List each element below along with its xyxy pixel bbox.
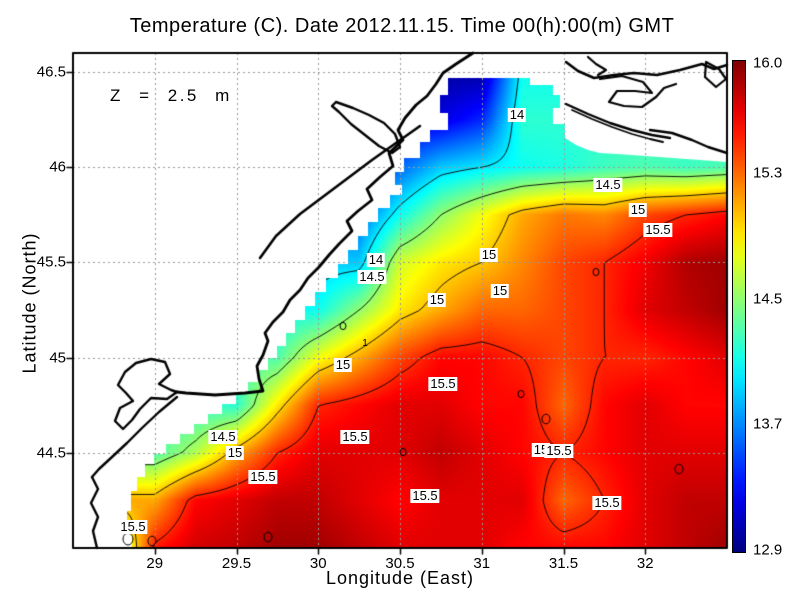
x-axis-label: Longitude (East) [325, 568, 475, 588]
contour-label: 14.5 [593, 177, 623, 192]
contour-label: 15.5 [410, 488, 440, 503]
x-tick-label: 31.5 [548, 555, 579, 572]
y-tick-label: 46 [49, 158, 66, 176]
x-tick-label: 32 [636, 555, 654, 572]
contour-label: 1 [362, 338, 368, 349]
y-tick-label: 45.5 [36, 253, 66, 271]
contour-label: 14.5 [357, 269, 387, 284]
colorbar-tick-label: 12.9 [753, 541, 783, 559]
y-tick-label: 45 [49, 349, 66, 367]
contour-label: 14.5 [208, 429, 238, 444]
x-tick-label: 29.5 [221, 555, 252, 572]
depth-annotation: Z = 2.5 m [110, 86, 232, 105]
contour-label: 15.5 [428, 376, 458, 391]
colorbar-tick-label: 15.3 [753, 164, 783, 182]
contour-label: 15.5 [340, 429, 370, 444]
contour-label: 15 [333, 357, 353, 372]
colorbar-tick-label: 13.7 [753, 415, 783, 433]
contour-label: 15.5 [643, 222, 673, 237]
contour-label: 14 [366, 252, 386, 267]
contour-label: 15 [479, 247, 499, 262]
contour-label: 15 [490, 283, 510, 298]
colorbar-tick-label: 16.0 [753, 54, 783, 72]
x-tick-label: 31 [473, 555, 491, 572]
contour-label: 15 [628, 202, 648, 217]
contour-label: 15.5 [248, 469, 278, 484]
plot-title: Temperature (C). Date 2012.11.15. Time 0… [129, 15, 675, 37]
y-tick-label: 44.5 [36, 444, 66, 462]
contour-label: 15 [427, 292, 447, 307]
contour-label: 15.5 [544, 443, 574, 458]
contour-label: 15.5 [118, 519, 148, 534]
x-tick-label: 30 [309, 555, 327, 572]
colorbar [732, 60, 746, 553]
x-tick-label: 29 [146, 555, 164, 572]
contour-label: 14 [507, 107, 527, 122]
x-tick-label: 30.5 [385, 555, 415, 572]
colorbar-tick-label: 14.5 [753, 290, 783, 308]
y-tick-label: 46.5 [36, 63, 66, 81]
contour-label: 15 [225, 445, 245, 460]
contour-label: 15.5 [592, 495, 622, 510]
